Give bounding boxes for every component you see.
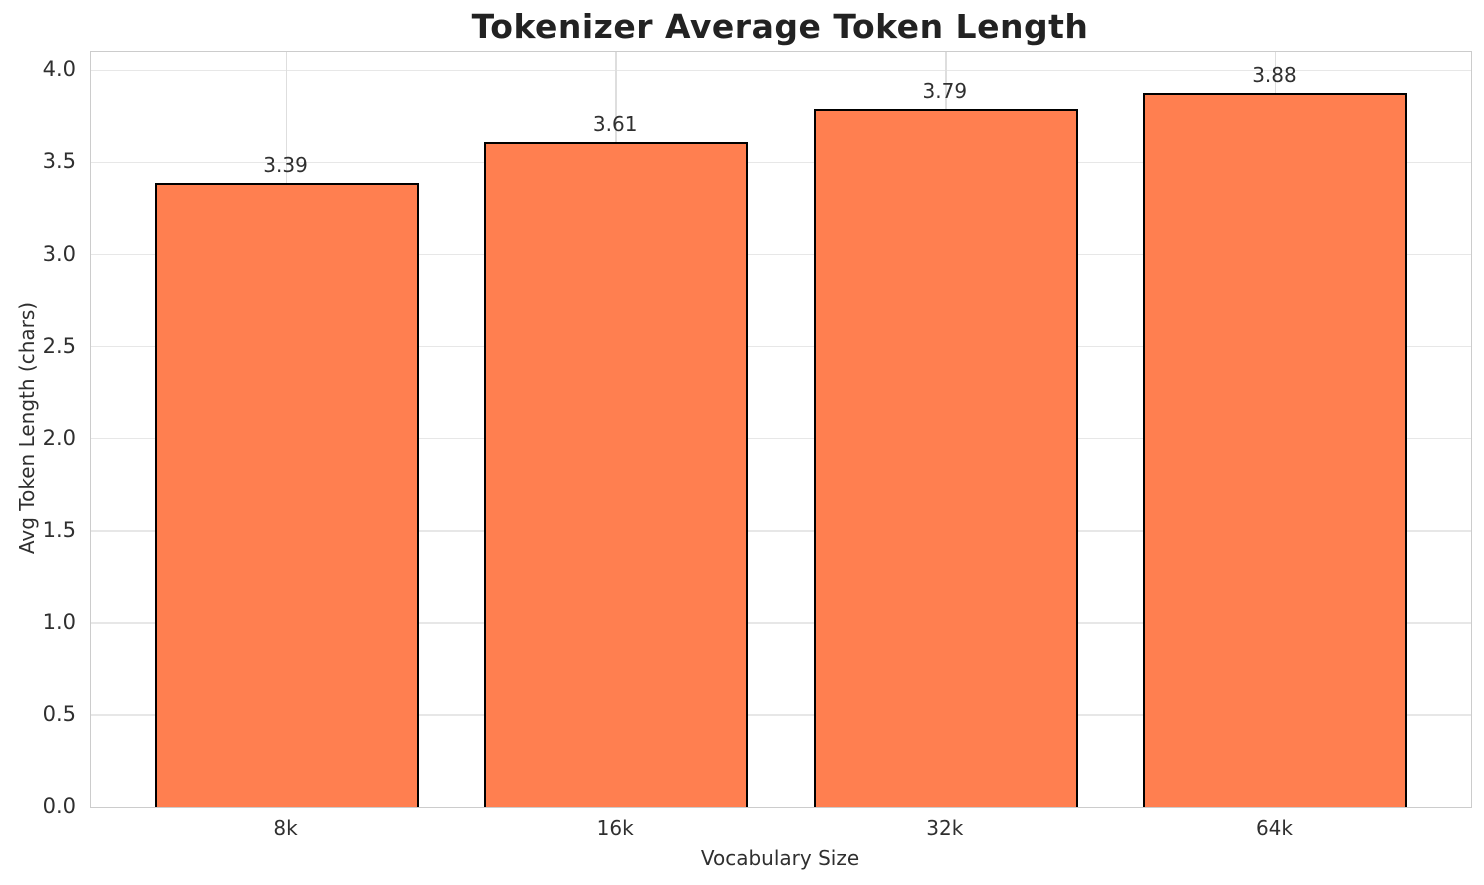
bar-64k — [1143, 92, 1408, 807]
gridline-horizontal — [91, 437, 1471, 440]
x-tick-label: 16k — [596, 816, 634, 840]
gridline-horizontal — [91, 253, 1471, 256]
y-tick-label: 0.5 — [42, 701, 76, 726]
y-tick-label: 1.0 — [42, 609, 76, 634]
x-tick-label: 8k — [273, 816, 298, 840]
chart-title: Tokenizer Average Token Length — [471, 7, 1089, 46]
y-tick-label: 0.0 — [42, 794, 76, 818]
bar-32k — [813, 109, 1078, 807]
y-tick-label: 3.0 — [42, 241, 76, 266]
gridline-horizontal — [91, 345, 1471, 348]
x-axis-label: Vocabulary Size — [700, 846, 860, 870]
y-tick-label: 2.0 — [42, 425, 76, 450]
gridline-horizontal — [91, 714, 1471, 716]
y-tick-label: 4.0 — [42, 57, 76, 82]
gridline-horizontal — [91, 161, 1471, 164]
bar-value-label: 3.61 — [592, 112, 638, 137]
bar-16k — [484, 142, 749, 807]
gridline-horizontal — [91, 530, 1471, 532]
y-tick-label: 2.5 — [42, 333, 76, 358]
y-tick-label: 1.5 — [42, 517, 76, 542]
bar-value-label: 3.79 — [922, 79, 968, 104]
y-tick-label: 3.5 — [42, 149, 76, 174]
bar-8k — [154, 182, 419, 807]
gridline-horizontal — [91, 622, 1471, 624]
x-tick-label: 64k — [1255, 816, 1293, 840]
bar-value-label: 3.88 — [1252, 62, 1297, 87]
gridline-horizontal — [91, 69, 1471, 72]
plot-area — [90, 51, 1472, 808]
bar-value-label: 3.39 — [263, 152, 308, 177]
x-tick-label: 32k — [926, 816, 964, 840]
